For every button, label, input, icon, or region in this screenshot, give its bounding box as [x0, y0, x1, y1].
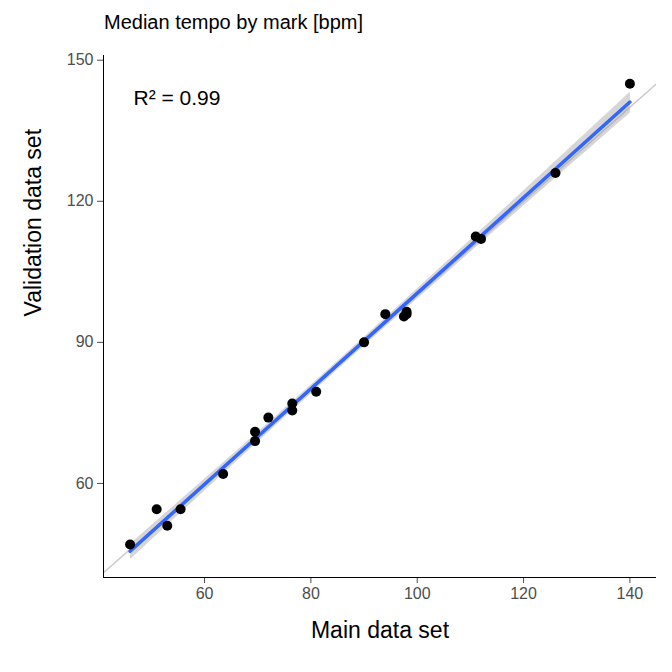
svg-text:150: 150 [67, 51, 94, 68]
svg-text:120: 120 [67, 192, 94, 209]
svg-text:80: 80 [302, 585, 320, 602]
svg-text:R² = 0.99: R² = 0.99 [134, 86, 221, 109]
html-text:Median tempo by mark [bpm]: Median tempo by mark [bpm] [104, 11, 363, 33]
svg-text:140: 140 [617, 585, 644, 602]
svg-text:Validation data set: Validation data set [20, 128, 46, 316]
svg-text:60: 60 [76, 475, 94, 492]
svg-text:60: 60 [196, 585, 214, 602]
svg-text:Main data set: Main data set [311, 617, 450, 643]
svg-text:100: 100 [404, 585, 431, 602]
svg-text:90: 90 [76, 333, 94, 350]
svg-text:120: 120 [510, 585, 537, 602]
